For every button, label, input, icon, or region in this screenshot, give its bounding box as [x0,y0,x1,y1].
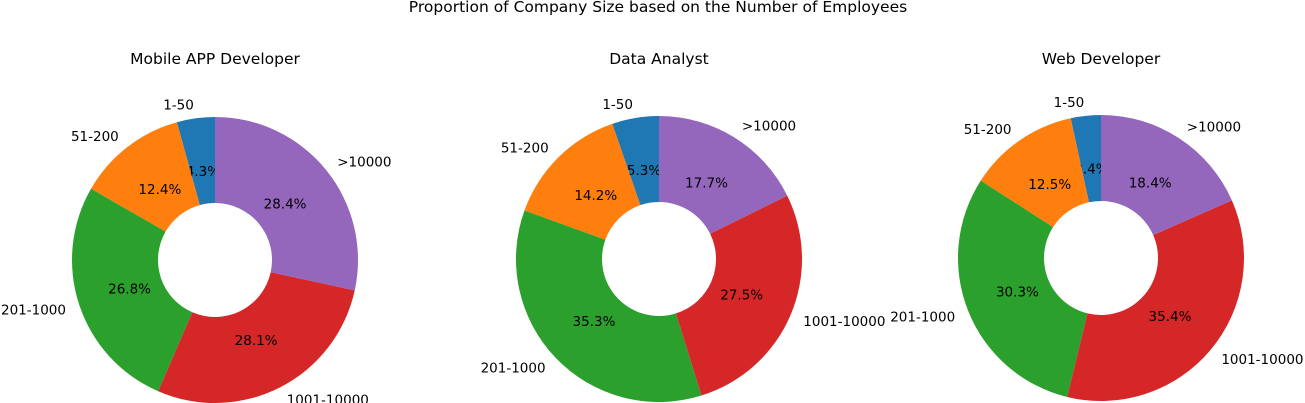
pie-slice [91,122,200,232]
category-label: 1001-10000 [1221,352,1303,368]
percent-label: 3.4% [1074,162,1108,178]
pie-charts: Mobile APP Developer 4.3% 1-50 12.4% 51-200 2… [1,50,1304,403]
category-label: 1-50 [163,97,194,113]
pie-slice [1101,115,1232,236]
percent-label: 12.5% [1028,177,1071,193]
percent-label: 4.3% [186,164,220,180]
pie-slice [215,117,358,291]
percent-label: 12.4% [138,182,181,198]
pie-slice [958,180,1088,397]
pie-slice [659,115,788,234]
category-label: 51-200 [501,140,549,156]
chart-title: Data Analyst [609,50,709,68]
category-label: 51-200 [964,122,1012,138]
category-label: 1-50 [1054,95,1085,111]
chart-title: Web Developer [1042,50,1161,68]
percent-label: 28.4% [264,197,307,213]
percent-label: 26.8% [108,281,151,297]
percent-label: 35.4% [1149,309,1192,325]
category-label: >10000 [1187,120,1241,136]
percent-label: 17.7% [685,176,728,192]
percent-label: 27.5% [720,287,763,303]
pie-slice [980,118,1089,228]
category-label: 51-200 [71,129,119,145]
pie-slice [72,188,193,392]
pie-slice [516,210,702,402]
chart-title: Mobile APP Developer [130,50,300,68]
pie-slice [158,272,355,403]
pie-slice [675,195,802,396]
pie-slice [612,116,659,206]
pie-slice [1070,115,1101,203]
pie-slice [1067,200,1244,401]
percent-label: 14.2% [574,188,617,204]
figure-title: Proportion of Company Size based on the … [409,0,907,16]
percent-label: 28.1% [235,333,278,349]
pie-slice [524,123,641,240]
category-label: 201-1000 [481,361,546,377]
category-label: 201-1000 [890,309,955,325]
percent-label: 18.4% [1129,176,1172,192]
category-label: 1001-10000 [803,314,885,330]
category-label: 1-50 [602,97,633,113]
category-label: 201-1000 [1,302,66,318]
category-label: >10000 [742,119,796,135]
percent-label: 30.3% [996,284,1039,300]
percent-label: 35.3% [573,314,616,330]
pie-slice [176,117,215,206]
percent-label: 5.3% [627,163,661,179]
category-label: >10000 [337,154,391,170]
category-label: 1001-10000 [287,393,369,403]
